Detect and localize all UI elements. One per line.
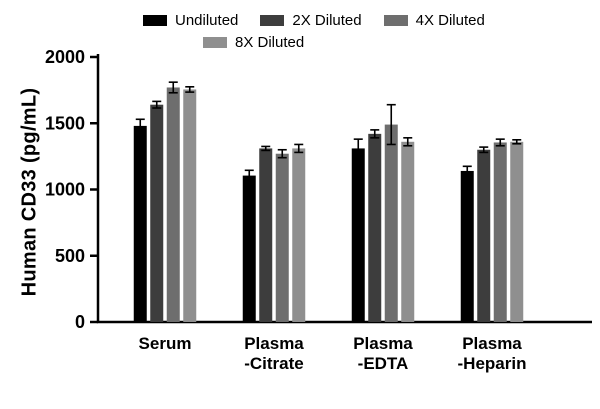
y-tick-label: 1500: [45, 113, 85, 133]
legend-row-1: Undiluted 2X Diluted 4X Diluted: [143, 10, 485, 31]
bar-plasma-edta-2x-diluted: [368, 133, 382, 322]
y-tick-label: 2000: [45, 47, 85, 67]
legend-item-2x-diluted: 2X Diluted: [260, 12, 362, 29]
legend-item-4x-diluted: 4X Diluted: [383, 12, 485, 29]
legend-item-undiluted: Undiluted: [143, 12, 238, 29]
bar-plasma-citrate-8x-diluted: [292, 148, 306, 322]
legend-row-2: 8X Diluted: [203, 32, 485, 53]
bar-plasma-citrate-4x-diluted: [275, 153, 289, 322]
legend-label-8x-diluted: 8X Diluted: [235, 34, 305, 51]
bar-plasma-heparin-undiluted: [460, 170, 474, 322]
x-category-label-plasma-citrate: Plasma -Citrate: [244, 334, 304, 373]
bar-plasma-citrate-undiluted: [242, 175, 256, 322]
bar-plasma-edta-8x-diluted: [401, 141, 415, 322]
bar-serum-8x-diluted: [183, 89, 197, 323]
bar-plasma-heparin-4x-diluted: [493, 142, 507, 322]
bar-plasma-edta-4x-diluted: [384, 124, 398, 322]
bar-plasma-heparin-2x-diluted: [477, 149, 491, 322]
legend-label-undiluted: Undiluted: [175, 12, 239, 29]
legend-label-2x-diluted: 2X Diluted: [292, 12, 362, 29]
legend-swatch-8x-diluted: [203, 37, 227, 48]
legend-item-8x-diluted: 8X Diluted: [203, 34, 304, 51]
y-tick-label: 0: [75, 312, 85, 332]
bar-plasma-citrate-2x-diluted: [259, 148, 273, 322]
x-category-label-serum: Serum: [139, 334, 192, 353]
x-category-label-plasma-edta: Plasma -EDTA: [353, 334, 413, 373]
legend: Undiluted 2X Diluted 4X Diluted 8X Diluted: [143, 10, 485, 53]
legend-swatch-2x-diluted: [260, 15, 285, 26]
bar-serum-undiluted: [133, 125, 147, 323]
x-category-label-plasma-heparin: Plasma -Heparin: [458, 334, 527, 373]
bar-plasma-heparin-8x-diluted: [510, 141, 524, 322]
y-tick-label: 500: [55, 246, 85, 266]
legend-swatch-4x-diluted: [383, 15, 408, 26]
legend-swatch-undiluted: [143, 15, 167, 26]
bar-serum-4x-diluted: [166, 87, 180, 322]
y-tick-label: 1000: [45, 180, 85, 200]
bar-serum-2x-diluted: [150, 104, 164, 322]
legend-label-4x-diluted: 4X Diluted: [415, 12, 485, 29]
bar-plasma-edta-undiluted: [351, 148, 365, 322]
